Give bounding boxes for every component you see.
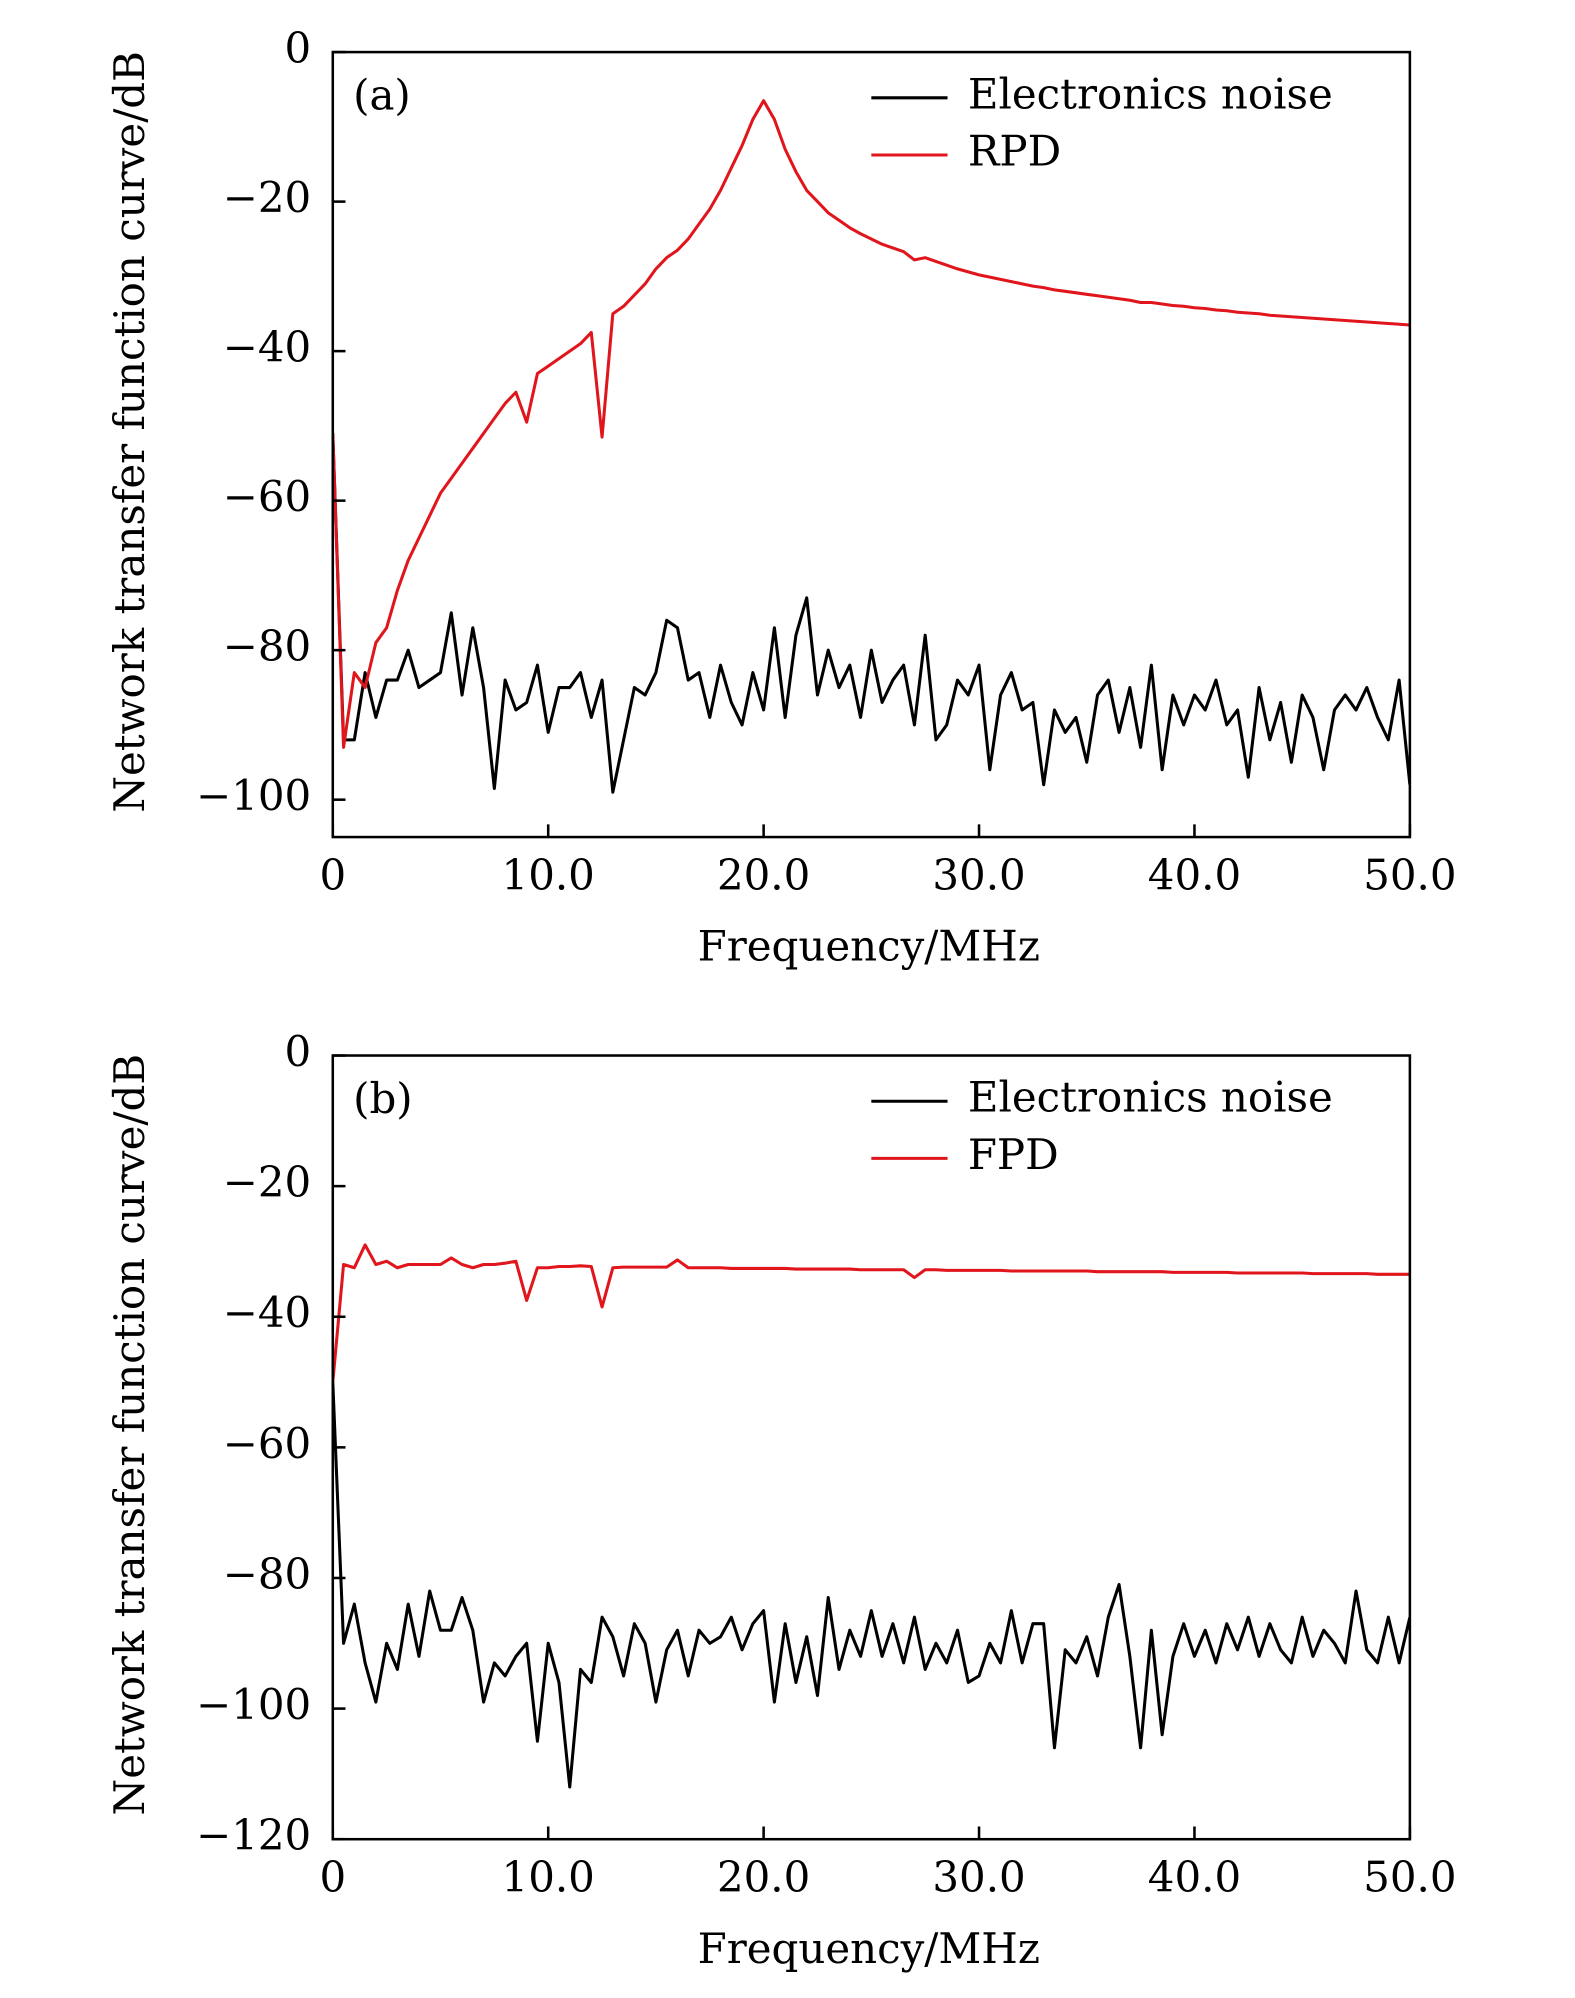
series-line: [332, 99, 1410, 749]
y-tick-label: −80: [223, 1549, 311, 1598]
y-tick-label: −20: [223, 1158, 311, 1207]
y-tick-label: −40: [223, 1288, 311, 1337]
legend-label: Electronics noise: [968, 69, 1333, 118]
plot-frame: [331, 1054, 1412, 1841]
y-tick-label: −40: [223, 323, 311, 372]
x-tick-label: 30.0: [932, 850, 1025, 899]
x-tick-label: 10.0: [502, 850, 595, 899]
plot-frame: [331, 50, 1412, 839]
legend-label: Electronics noise: [968, 1073, 1333, 1122]
y-tick-label: −60: [223, 472, 311, 521]
y-tick-label: −80: [223, 622, 311, 671]
series-line: [332, 1381, 1410, 1789]
legend-label: RPD: [968, 126, 1061, 175]
x-tick-label: 40.0: [1148, 1853, 1241, 1902]
y-tick-label: −60: [223, 1419, 311, 1468]
y-axis-label: Network transfer function curve/dB: [105, 51, 154, 813]
panel-label: (b): [353, 1074, 413, 1123]
y-tick-label: −20: [223, 173, 311, 222]
x-tick-label: 30.0: [932, 1853, 1025, 1902]
x-tick-label: 40.0: [1148, 850, 1241, 899]
series-line: [332, 433, 1410, 794]
y-tick-label: −100: [196, 771, 311, 820]
y-tick-label: 0: [285, 1027, 312, 1076]
x-tick-label: 10.0: [502, 1853, 595, 1902]
y-tick-label: −120: [196, 1811, 311, 1860]
y-tick-label: −100: [196, 1680, 311, 1729]
x-axis-label: Frequency/MHz: [698, 922, 1040, 971]
y-axis-label: Network transfer function curve/dB: [105, 1054, 154, 1816]
x-tick-label: 0: [319, 850, 346, 899]
x-tick-label: 50.0: [1363, 1853, 1456, 1902]
x-tick-label: 0: [319, 1853, 346, 1902]
x-tick-label: 20.0: [717, 850, 810, 899]
panel-label: (a): [353, 71, 411, 120]
series-line: [332, 1243, 1410, 1383]
x-tick-label: 20.0: [717, 1853, 810, 1902]
x-axis-label: Frequency/MHz: [698, 1924, 1040, 1973]
y-tick-label: 0: [285, 24, 312, 73]
legend-label: FPD: [968, 1130, 1059, 1179]
x-tick-label: 50.0: [1363, 850, 1456, 899]
